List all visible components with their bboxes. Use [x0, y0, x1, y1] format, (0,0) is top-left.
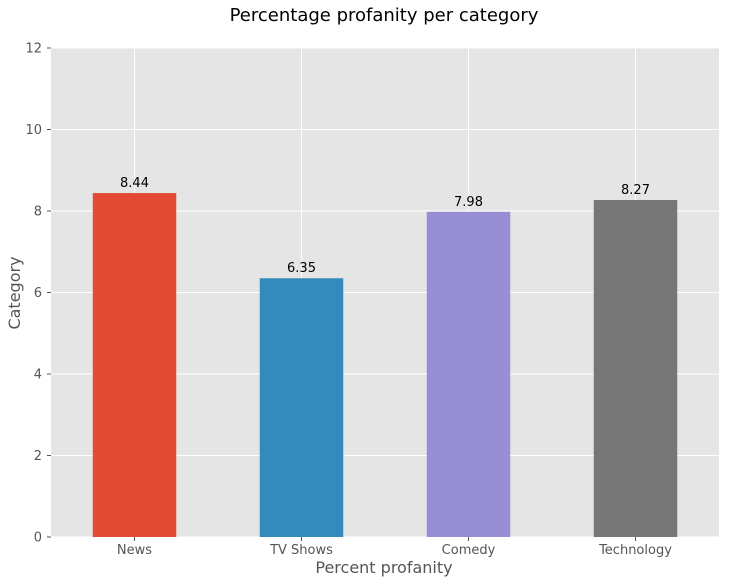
y-tick-label: 10 — [25, 123, 42, 138]
y-axis-ticks: 0 2 4 6 8 10 12 — [25, 42, 51, 546]
x-axis-label: Percent profanity — [315, 558, 452, 577]
bar-value-label: 8.44 — [120, 176, 149, 191]
bar — [593, 199, 678, 537]
y-tick-label: 6 — [34, 286, 42, 301]
y-tick-label: 0 — [34, 531, 42, 546]
bar — [426, 211, 511, 537]
x-tick-label: TV Shows — [269, 543, 333, 558]
x-axis-ticks: News TV Shows Comedy Technology — [117, 537, 672, 558]
y-tick-label: 4 — [34, 368, 42, 383]
y-tick-label: 2 — [34, 449, 42, 464]
bar-data-labels: 8.44 6.35 7.98 8.27 — [120, 176, 650, 276]
y-tick-label: 12 — [25, 42, 42, 57]
bars — [92, 193, 678, 537]
bar — [259, 278, 344, 537]
x-tick-label: Technology — [598, 543, 672, 558]
x-tick-label: Comedy — [442, 543, 496, 558]
bar — [92, 193, 177, 537]
y-axis-label: Category — [5, 256, 24, 329]
bar-value-label: 6.35 — [287, 261, 316, 276]
x-tick-label: News — [117, 543, 152, 558]
chart-title: Percentage profanity per category — [230, 5, 539, 26]
bar-value-label: 7.98 — [454, 195, 483, 210]
bar-value-label: 8.27 — [621, 183, 650, 198]
y-tick-label: 8 — [34, 205, 42, 220]
